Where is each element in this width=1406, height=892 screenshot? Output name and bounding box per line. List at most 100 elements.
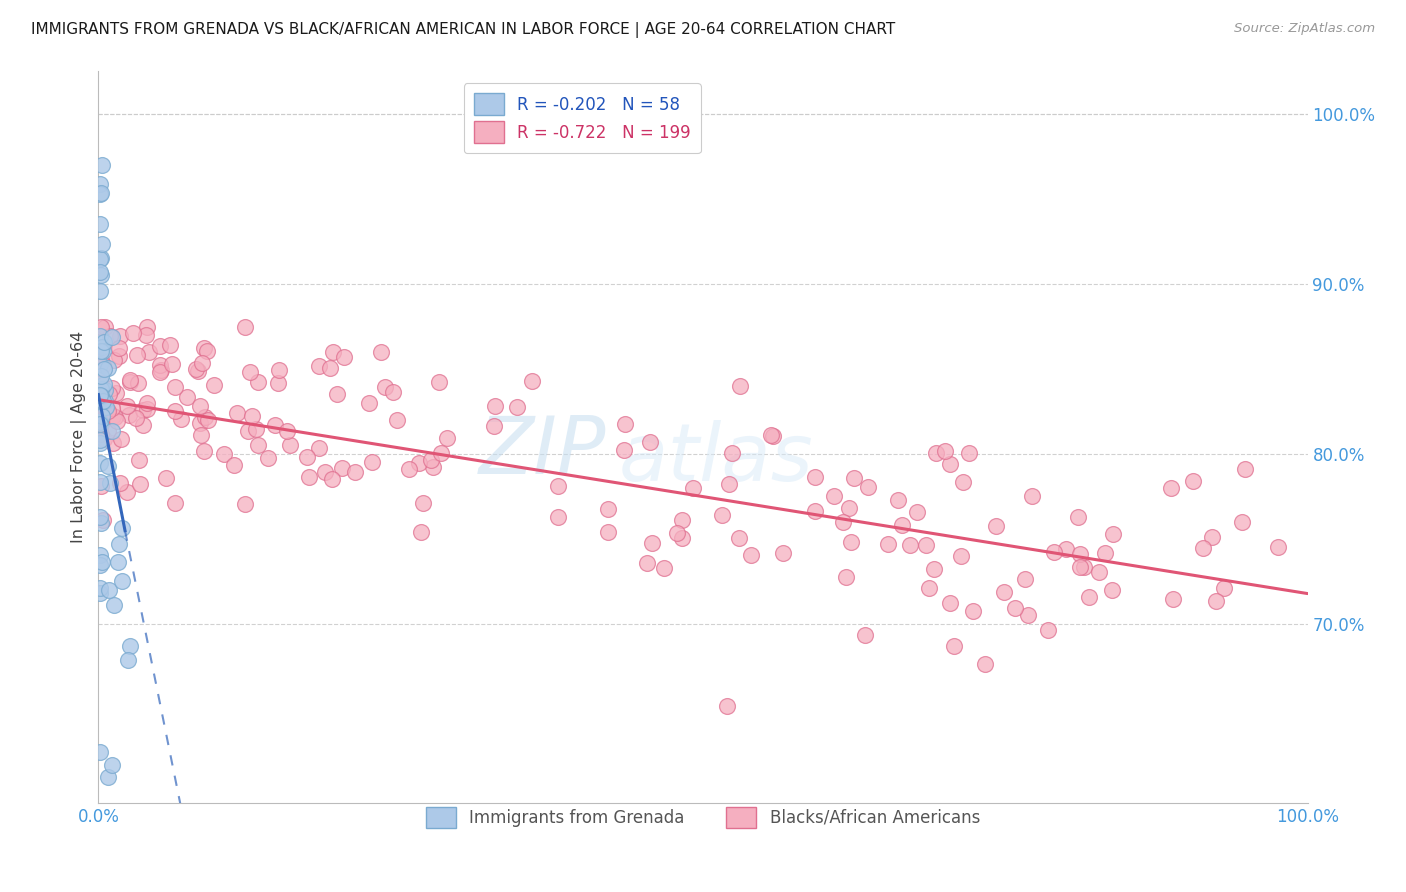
Point	[1077, 590, 1099, 604]
Point	[1073, 560, 1095, 574]
Point	[718, 476, 741, 491]
Point	[108, 349, 131, 363]
Point	[682, 481, 704, 495]
Point	[740, 548, 762, 562]
Point	[98, 329, 121, 343]
Point	[267, 363, 290, 377]
Point	[614, 417, 637, 432]
Point	[370, 344, 392, 359]
Point	[170, 412, 193, 426]
Point	[108, 328, 131, 343]
Point	[155, 471, 177, 485]
Point	[636, 556, 658, 570]
Point	[89, 585, 111, 599]
Point	[716, 698, 738, 713]
Point	[973, 657, 995, 672]
Point	[111, 521, 134, 535]
Point	[332, 460, 354, 475]
Point	[922, 561, 945, 575]
Point	[93, 394, 115, 409]
Point	[115, 400, 138, 414]
Point	[891, 517, 914, 532]
Point	[236, 424, 259, 438]
Point	[326, 386, 349, 401]
Point	[1201, 530, 1223, 544]
Point	[120, 375, 142, 389]
Point	[308, 359, 330, 374]
Point	[101, 409, 124, 424]
Point	[101, 436, 124, 450]
Point	[1017, 608, 1039, 623]
Point	[934, 444, 956, 458]
Text: Source: ZipAtlas.com: Source: ZipAtlas.com	[1234, 22, 1375, 36]
Point	[803, 470, 825, 484]
Point	[90, 389, 112, 403]
Point	[1067, 510, 1090, 524]
Point	[1160, 481, 1182, 495]
Point	[242, 409, 264, 424]
Point	[90, 382, 112, 396]
Point	[90, 376, 112, 391]
Point	[101, 381, 124, 395]
Point	[429, 446, 451, 460]
Point	[772, 546, 794, 560]
Point	[834, 570, 856, 584]
Point	[276, 424, 298, 438]
Point	[914, 538, 936, 552]
Point	[104, 409, 127, 424]
Point	[1021, 490, 1043, 504]
Point	[343, 465, 366, 479]
Point	[1267, 540, 1289, 554]
Point	[89, 357, 111, 371]
Point	[105, 386, 128, 401]
Point	[202, 377, 225, 392]
Point	[652, 561, 675, 575]
Point	[93, 376, 115, 391]
Point	[233, 319, 256, 334]
Point	[484, 399, 506, 413]
Text: atlas: atlas	[619, 420, 813, 498]
Point	[412, 496, 434, 510]
Point	[89, 582, 111, 596]
Point	[1088, 565, 1111, 579]
Point	[842, 471, 865, 485]
Point	[132, 403, 155, 417]
Point	[409, 524, 432, 539]
Point	[118, 639, 141, 653]
Point	[239, 365, 262, 379]
Text: ZIP: ZIP	[479, 413, 606, 491]
Point	[93, 399, 115, 413]
Point	[90, 268, 112, 282]
Point	[1036, 623, 1059, 637]
Point	[90, 427, 112, 442]
Point	[824, 489, 846, 503]
Point	[96, 770, 118, 784]
Point	[118, 409, 141, 423]
Point	[762, 428, 785, 442]
Point	[176, 390, 198, 404]
Point	[91, 236, 114, 251]
Point	[93, 362, 115, 376]
Point	[136, 401, 159, 416]
Point	[943, 639, 966, 653]
Point	[314, 465, 336, 479]
Point	[89, 510, 111, 524]
Point	[89, 433, 111, 447]
Point	[89, 388, 111, 402]
Point	[89, 456, 111, 470]
Point	[121, 326, 143, 341]
Point	[853, 628, 876, 642]
Point	[90, 252, 112, 266]
Point	[103, 352, 125, 367]
Point	[90, 417, 112, 431]
Point	[149, 365, 172, 379]
Point	[115, 485, 138, 500]
Y-axis label: In Labor Force | Age 20-64: In Labor Force | Age 20-64	[72, 331, 87, 543]
Point	[665, 526, 688, 541]
Point	[101, 758, 124, 772]
Point	[832, 516, 855, 530]
Point	[613, 443, 636, 458]
Point	[1043, 545, 1066, 559]
Point	[90, 352, 112, 367]
Point	[1205, 593, 1227, 607]
